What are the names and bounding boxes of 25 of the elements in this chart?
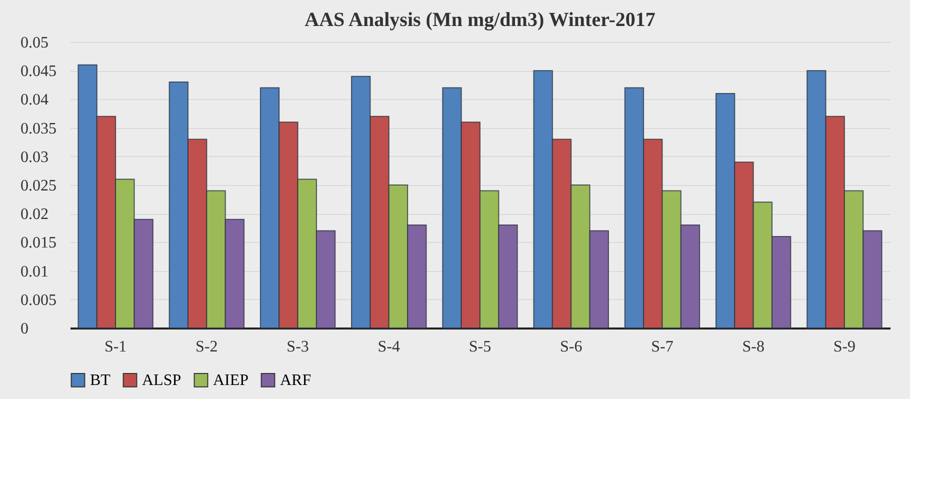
y-tick-label: 0.05 (20, 34, 48, 52)
y-tick-label: 0 (20, 320, 28, 338)
x-tick-label: S-2 (196, 338, 218, 356)
legend-label: ALSP (142, 372, 182, 390)
x-tick-label: S-3 (286, 338, 309, 356)
x-tick-label: S-5 (468, 338, 492, 356)
x-tick-label: S-1 (104, 338, 127, 356)
legend-label: ARF (280, 372, 312, 390)
y-tick-label: 0.035 (20, 120, 56, 138)
y-tick-label: 0.025 (20, 178, 56, 194)
x-tick-label: S-9 (833, 338, 856, 356)
y-tick-label: 0.005 (20, 292, 56, 309)
x-tick-label: S-4 (378, 338, 400, 356)
x-tick-label: S-8 (742, 338, 764, 356)
x-tick-label: S-6 (560, 338, 582, 356)
y-tick-label: 0.01 (20, 263, 48, 280)
y-tick-label: 0.04 (20, 92, 48, 109)
legend-label: AIEP (213, 372, 249, 390)
x-tick-label: S-7 (651, 338, 674, 356)
legend-label: BT (90, 372, 111, 390)
y-tick-label: 0.02 (20, 206, 48, 224)
chart-title: AAS Analysis (Mn mg/dm3) Winter-2017 (304, 9, 656, 31)
y-tick-label: 0.045 (20, 63, 56, 80)
y-tick-label: 0.03 (20, 148, 48, 166)
y-tick-label: 0.015 (20, 234, 56, 252)
